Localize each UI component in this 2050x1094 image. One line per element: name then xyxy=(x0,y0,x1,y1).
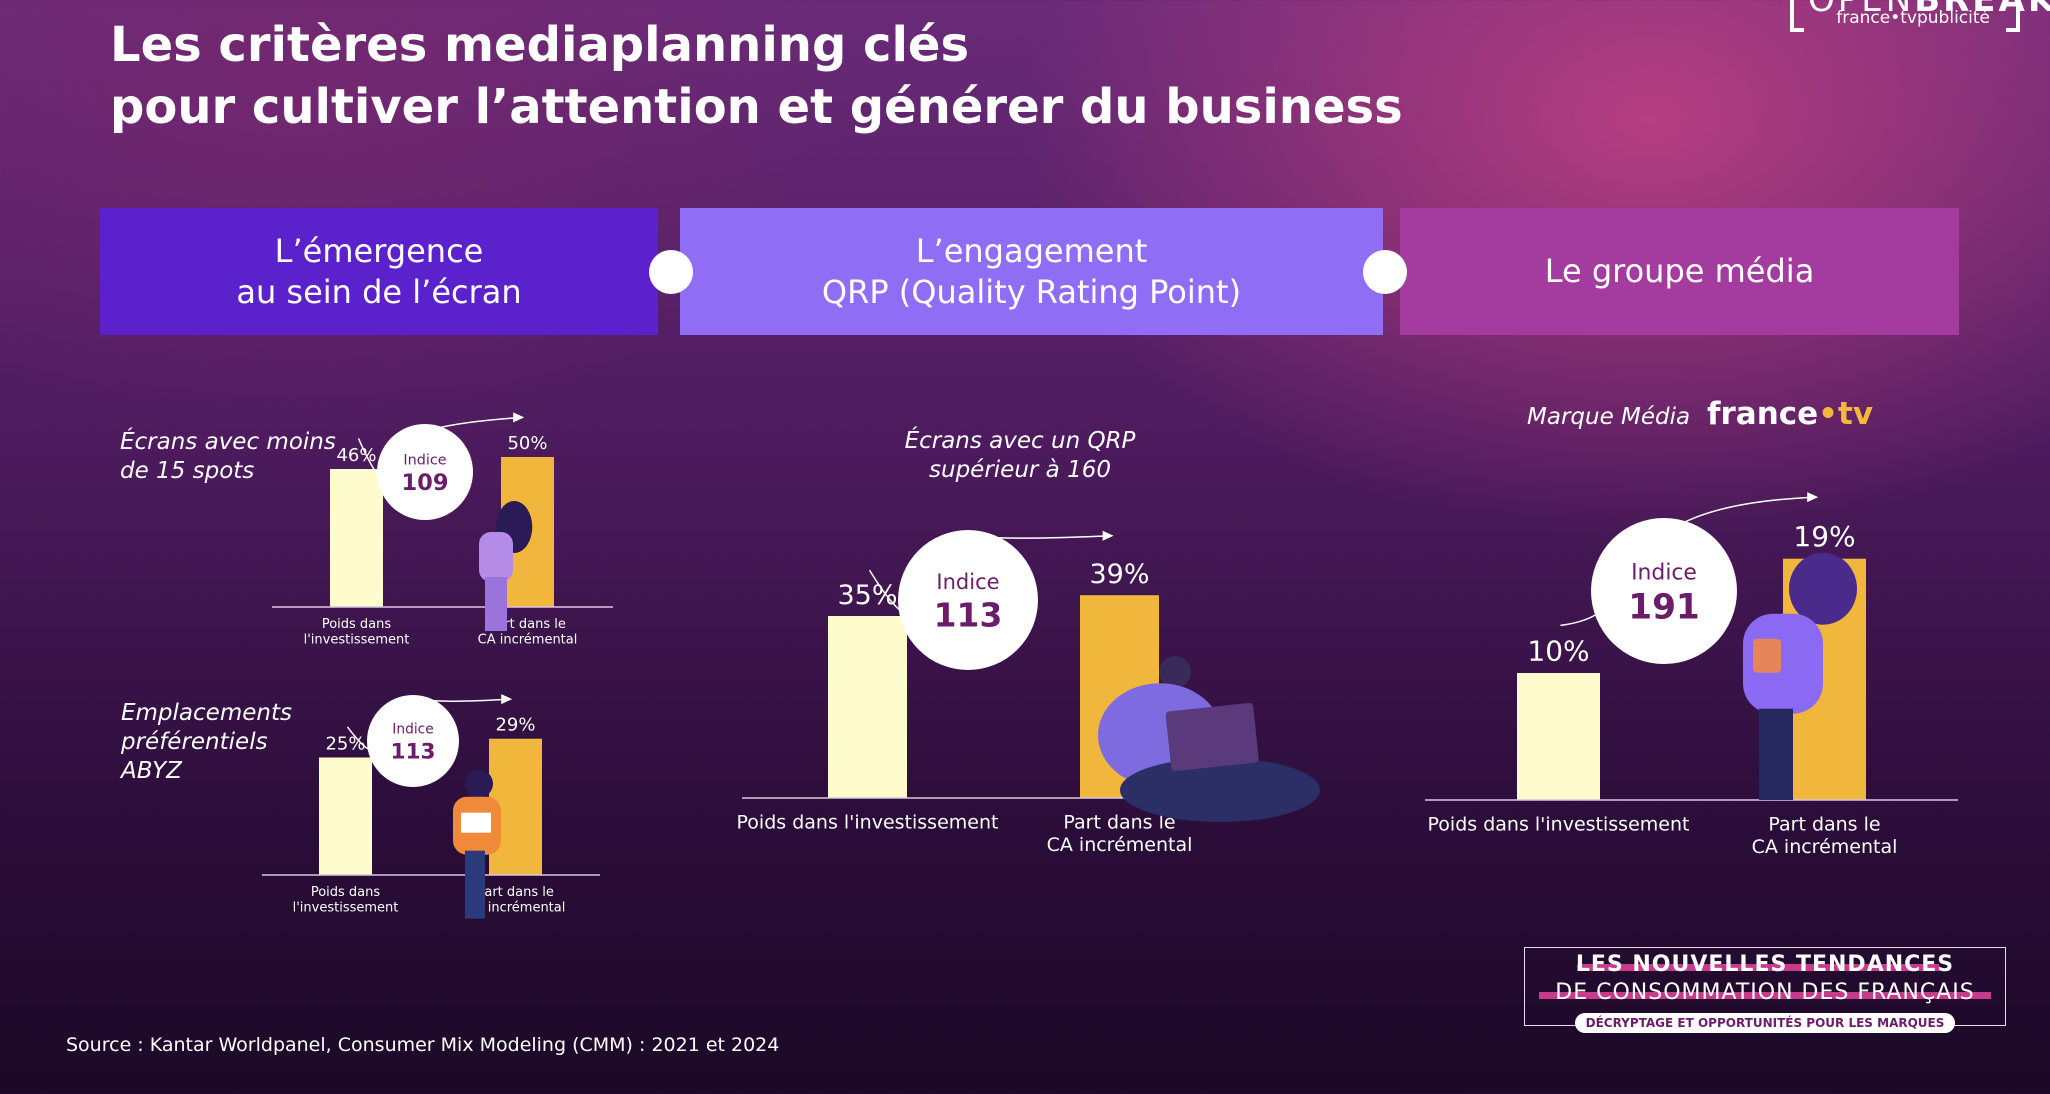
value-label-0-1: 50% xyxy=(507,433,547,454)
francetv-logo: france•tv xyxy=(1707,396,1874,432)
bar-3-0 xyxy=(1517,673,1600,800)
indice-value-2: 113 xyxy=(934,596,1003,635)
value-label-1-1: 29% xyxy=(495,715,535,736)
indice-value-0: 109 xyxy=(401,470,448,496)
annotation-abyz: Emplacements préférentiels ABYZ xyxy=(121,700,292,784)
category-label-1-1-1: CA incrémental xyxy=(466,900,566,915)
indice-value-3: 191 xyxy=(1628,588,1700,628)
figure-legs-icon-2 xyxy=(1120,758,1320,822)
logo-bracket-left xyxy=(1790,0,1804,32)
category-label-2-0-0: Poids dans l'investissement xyxy=(737,811,999,833)
arrow-curve-0 xyxy=(434,416,523,430)
arrow-head-3 xyxy=(1807,492,1819,503)
category-label-3-1-1: CA incrémental xyxy=(1752,836,1898,858)
pillar-groupe-media: Le groupe média xyxy=(1400,208,1959,335)
category-label-1-0-0: Poids dans xyxy=(311,885,381,900)
connector-dot-1 xyxy=(649,250,693,294)
pillar-emergence: L’émergence au sein de l’écran xyxy=(100,208,658,335)
category-label-1-1-0: Part dans le xyxy=(477,885,554,900)
bar-1-0 xyxy=(319,757,372,875)
figure-phone-icon-1 xyxy=(461,812,491,833)
figure-legs-icon-0 xyxy=(485,577,507,631)
badge-line-3: DÉCRYPTAGE ET OPPORTUNITÉS POUR LES MARQ… xyxy=(1575,1013,1955,1033)
category-label-0-0-0: Poids dans xyxy=(322,617,392,632)
openbreak-logo: OPENBREAK france•tvpublicité xyxy=(1790,0,2050,44)
value-label-3-1: 19% xyxy=(1793,520,1855,553)
arrow-head-2 xyxy=(1102,530,1114,541)
figure-body-icon-0 xyxy=(479,532,513,582)
annotation-marque-media: Marque Média xyxy=(1527,404,1691,430)
indice-value-1: 113 xyxy=(390,739,435,764)
indice-label-1: Indice xyxy=(392,722,433,738)
indice-label-3: Indice xyxy=(1631,560,1697,585)
indice-bubble-1 xyxy=(367,695,459,787)
bar-2-0 xyxy=(828,616,907,798)
figure-hair-icon-3 xyxy=(1789,552,1857,625)
logo-bracket-right xyxy=(2006,0,2020,32)
page-title: Les critères mediaplanning clés pour cul… xyxy=(110,14,1403,138)
pillar-engagement: L’engagement QRP (Quality Rating Point) xyxy=(680,208,1383,335)
figure-laptop-icon-2 xyxy=(1165,702,1259,772)
badge-strike-1 xyxy=(1577,964,1939,971)
badge-line-2: DE CONSOMMATION DES FRANÇAIS xyxy=(1555,980,1975,1005)
indice-bubble-0 xyxy=(377,424,473,520)
category-label-3-0-0: Poids dans l'investissement xyxy=(1428,813,1690,835)
logo-subtitle: france•tvpublicité xyxy=(1836,8,1990,28)
logo-wordmark: OPENBREAK xyxy=(1808,0,2050,20)
category-label-2-1-1: CA incrémental xyxy=(1047,834,1193,856)
value-label-2-0: 35% xyxy=(837,580,897,611)
figure-head-icon-2 xyxy=(1159,656,1191,689)
source-note: Source : Kantar Worldpanel, Consumer Mix… xyxy=(66,1034,780,1056)
badge-strike-2 xyxy=(1539,992,1991,999)
category-label-0-0-1: l'investissement xyxy=(304,632,410,647)
figure-legs-icon-1 xyxy=(465,850,485,919)
arrow-curve-3 xyxy=(1678,496,1817,526)
category-label-2-1-0: Part dans le xyxy=(1063,811,1175,833)
arrow-curve-2 xyxy=(981,535,1112,539)
arrow-head-1 xyxy=(501,694,513,705)
category-label-0-1-1: CA incrémental xyxy=(478,632,578,647)
figure-head-icon-1 xyxy=(465,769,493,798)
annotation-ecrans-15-spots: Écrans avec moins de 15 spots xyxy=(120,429,336,484)
indice-bubble-3 xyxy=(1591,518,1737,664)
category-label-1-0-1: l'investissement xyxy=(293,900,399,915)
title-line-2: pour cultiver l’attention et générer du … xyxy=(110,79,1403,135)
annotation-qrp: Écrans avec un QRP supérieur à 160 xyxy=(904,428,1136,483)
figure-tablet-icon-3 xyxy=(1753,638,1781,673)
tendances-badge: LES NOUVELLES TENDANCES DE CONSOMMATION … xyxy=(1524,947,2006,1033)
figure-legs-icon-3 xyxy=(1759,708,1793,800)
value-label-3-0: 10% xyxy=(1527,634,1589,667)
value-label-1-0: 25% xyxy=(325,733,365,754)
category-label-0-1-0: Part dans le xyxy=(489,617,566,632)
value-label-2-1: 39% xyxy=(1089,559,1149,590)
bar-0-0 xyxy=(330,469,383,607)
indice-bubble-2 xyxy=(898,530,1038,670)
arrow-head-0 xyxy=(513,412,525,423)
category-label-3-1-0: Part dans le xyxy=(1768,813,1880,835)
value-label-0-0: 46% xyxy=(336,445,376,466)
connector-dot-2 xyxy=(1363,250,1407,294)
indice-label-0: Indice xyxy=(403,452,446,468)
title-line-1: Les critères mediaplanning clés xyxy=(110,17,970,73)
indice-label-2: Indice xyxy=(936,570,999,594)
badge-line-1: LES NOUVELLES TENDANCES xyxy=(1575,952,1955,977)
